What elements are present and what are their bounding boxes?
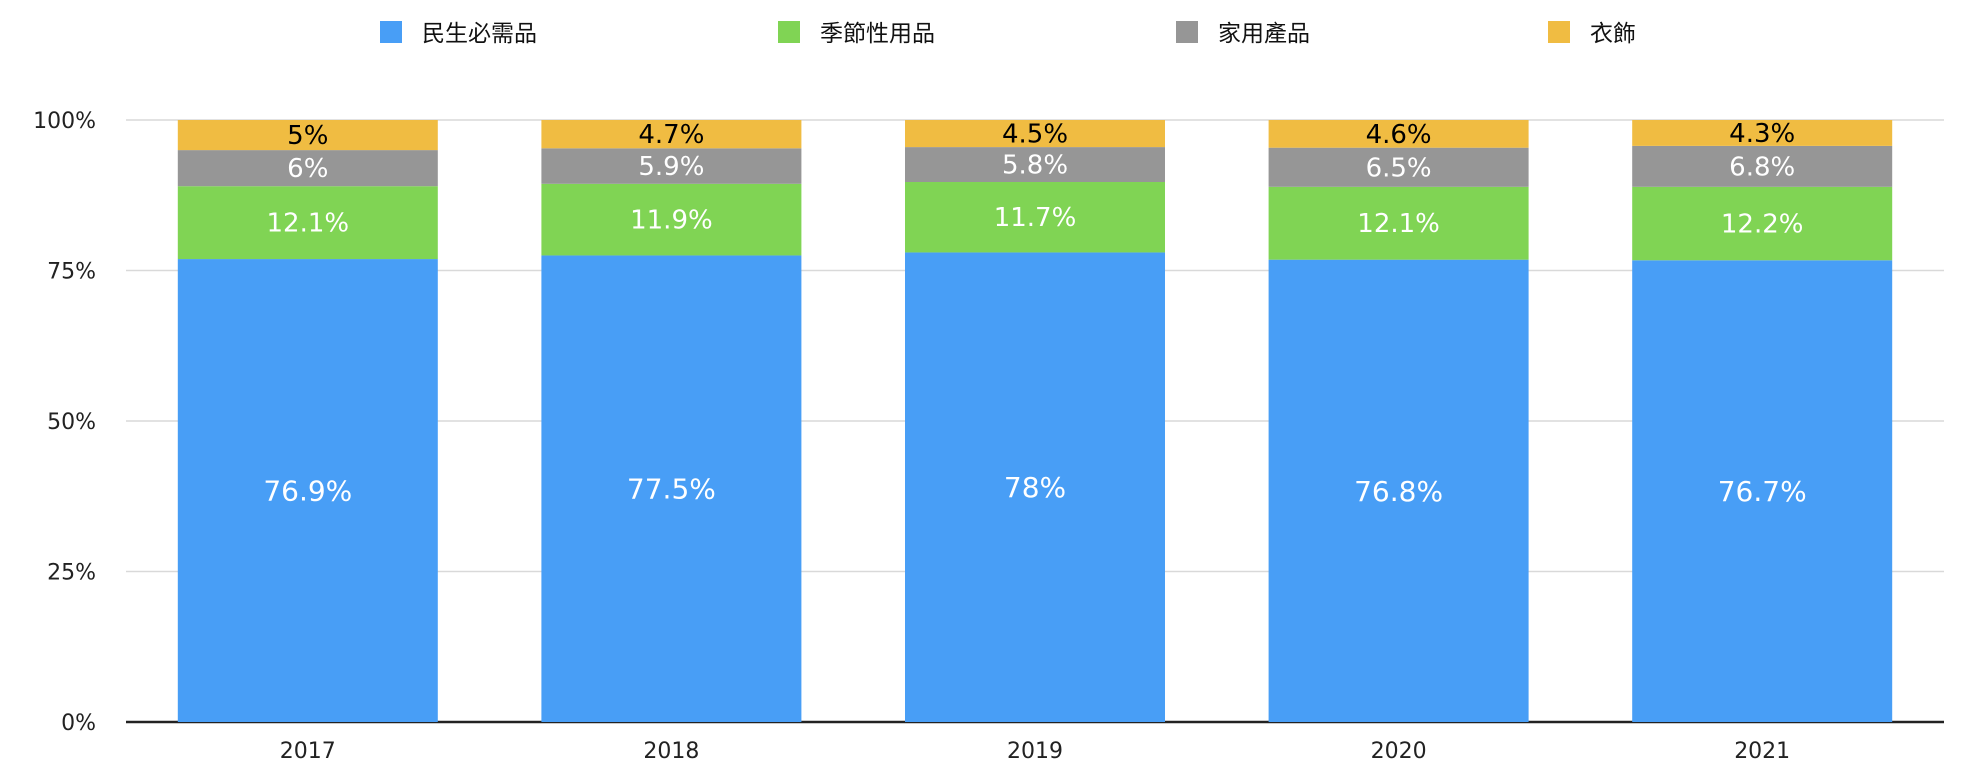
x-tick-label: 2021	[1734, 739, 1790, 760]
data-label: 5.8%	[1002, 151, 1068, 181]
bar-segment	[905, 120, 1165, 148]
data-label: 76.8%	[1354, 475, 1443, 508]
bar-segment	[1268, 259, 1529, 722]
data-label: 76.9%	[263, 475, 352, 508]
bar-segment	[1632, 145, 1893, 187]
data-label: 12.1%	[1357, 209, 1440, 239]
bar-segment	[1268, 120, 1529, 148]
bar-segment	[541, 255, 802, 722]
y-axis-ticks: 0% 25% 50% 75% 100%	[33, 109, 96, 736]
bar-segment	[1268, 186, 1529, 260]
data-label: 11.9%	[630, 206, 713, 236]
data-label: 77.5%	[627, 473, 716, 506]
x-axis-ticks: 2017 2018 2019 2020 2021	[280, 739, 1790, 760]
legend: 民生必需品 季節性用品 家用產品 衣飾	[380, 21, 1636, 47]
data-label: 5.9%	[638, 152, 704, 182]
legend-label: 季節性用品	[820, 21, 935, 47]
legend-swatch	[778, 21, 800, 43]
data-label: 12.1%	[266, 209, 349, 239]
bar-segment	[905, 182, 1165, 253]
x-tick-label: 2020	[1371, 739, 1427, 760]
legend-label: 家用產品	[1218, 21, 1310, 47]
data-label: 5%	[287, 121, 328, 151]
legend-swatch	[380, 21, 402, 43]
data-label: 78%	[1004, 471, 1066, 504]
y-tick-label: 0%	[61, 711, 96, 736]
legend-swatch	[1176, 21, 1198, 43]
data-labels: 76.9% 12.1% 6%5% 77.5% 11.9% 5.9%4.7% 78% 11.7%…	[263, 119, 1806, 508]
legend-label: 衣飾	[1590, 21, 1636, 47]
bar-segment	[541, 148, 802, 184]
x-tick-label: 2019	[1007, 739, 1063, 760]
y-tick-label: 50%	[47, 410, 96, 435]
bar-segment	[177, 120, 438, 151]
y-tick-label: 100%	[33, 109, 96, 134]
y-tick-label: 25%	[47, 561, 96, 586]
x-tick-label: 2018	[643, 739, 699, 760]
bars	[177, 120, 1893, 722]
data-label: 76.7%	[1718, 475, 1807, 508]
x-tick-label: 2017	[280, 739, 336, 760]
data-label: 6.5%	[1366, 153, 1432, 183]
data-label: 12.2%	[1721, 210, 1804, 240]
data-label: 4.5%	[1002, 120, 1068, 150]
bar-segment	[905, 147, 1165, 183]
legend-swatch	[1548, 21, 1570, 43]
bar-segment	[1632, 260, 1893, 722]
data-label: 6%	[287, 154, 328, 184]
data-label: 6.8%	[1729, 152, 1795, 182]
bar-segment	[1632, 120, 1893, 146]
bar-segment	[541, 120, 802, 149]
data-label: 4.7%	[638, 120, 704, 150]
data-label: 11.7%	[994, 203, 1077, 233]
bar-segment	[905, 252, 1165, 722]
bar-segment	[177, 259, 438, 722]
bar-segment	[1632, 186, 1893, 261]
legend-label: 民生必需品	[422, 21, 537, 47]
data-label: 4.3%	[1729, 119, 1795, 149]
bar-segment	[177, 186, 438, 260]
bar-segment	[177, 150, 438, 187]
bar-segment	[541, 183, 802, 256]
bar-segment	[1268, 147, 1529, 187]
data-label: 4.6%	[1366, 120, 1432, 150]
y-tick-label: 75%	[47, 260, 96, 285]
